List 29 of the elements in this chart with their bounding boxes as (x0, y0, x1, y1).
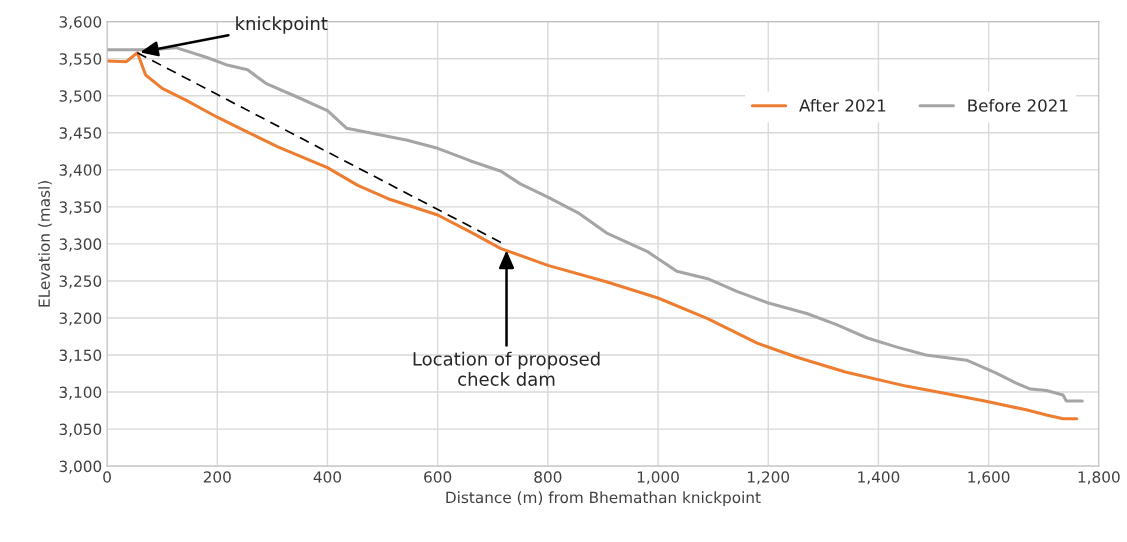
x-tick-label: 200 (203, 471, 231, 483)
y-tick-label: 3,550 (59, 53, 102, 67)
y-tick-label: 3,000 (59, 460, 102, 474)
y-tick-label: 3,350 (59, 201, 102, 215)
x-tick-label: 1,400 (858, 471, 900, 485)
y-tick-label: 3,100 (59, 386, 102, 400)
y-tick-label: 3,150 (59, 349, 102, 363)
x-tick-label: 600 (424, 471, 452, 483)
x-axis-title: Distance (m) from Bhemathan knickpoint (446, 491, 761, 507)
y-tick-label: 3,300 (59, 238, 102, 252)
legend-label: After 2021 (799, 98, 886, 112)
annotation: Location of proposed check dam (413, 351, 600, 386)
y-axis-title: ELevation (masl) (38, 181, 52, 307)
x-tick-label: 1,200 (748, 471, 790, 485)
x-tick-label: 400 (313, 471, 342, 483)
legend-label: Before 2021 (968, 98, 1068, 112)
y-tick-label: 3,050 (59, 423, 102, 437)
x-tick-label: 800 (534, 471, 562, 483)
y-tick-label: 3,500 (59, 90, 102, 104)
x-tick-label: 1,000 (637, 471, 679, 485)
x-tick-label: 1,800 (1078, 471, 1120, 485)
y-tick-label: 3,250 (59, 275, 102, 289)
y-tick-label: 3,450 (59, 127, 102, 141)
x-tick-label: 1,600 (968, 471, 1010, 485)
y-tick-label: 3,600 (59, 16, 102, 30)
y-tick-label: 3,200 (59, 312, 102, 326)
x-tick-label: 0 (103, 471, 111, 483)
y-tick-label: 3,400 (59, 164, 102, 178)
annotation: knickpoint (236, 16, 328, 34)
